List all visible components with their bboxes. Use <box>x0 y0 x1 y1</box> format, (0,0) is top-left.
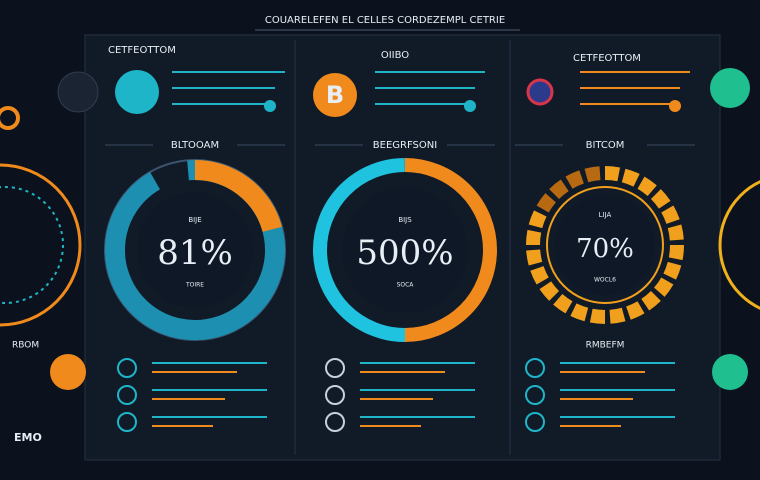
panel-icon <box>115 70 159 114</box>
panel-icon-glyph: B <box>326 81 344 109</box>
side-icon <box>0 106 20 130</box>
row-icon <box>525 412 545 432</box>
gauge-top: BIJS <box>398 216 412 224</box>
gauge-segment <box>653 277 674 297</box>
gauge-segment <box>637 176 657 197</box>
side-ring <box>0 186 64 304</box>
gauge-segment <box>668 244 684 261</box>
gauge-arc <box>313 158 406 342</box>
gauge-segment <box>667 224 684 241</box>
gauge-bottom: WOCL6 <box>594 277 616 284</box>
row-icon <box>325 412 345 432</box>
section-label: BEEGRFSONI <box>373 140 437 151</box>
gauge-segment <box>609 307 626 324</box>
row-icon <box>117 385 137 405</box>
side-icon <box>50 354 86 390</box>
rows-label: RMBEFM <box>586 341 625 351</box>
side-label: EMO <box>14 431 42 444</box>
gauge-core <box>137 192 253 308</box>
panel-heading: CETFEOTTOM <box>108 45 176 56</box>
panel-icon <box>526 78 554 106</box>
gauge-segment <box>526 249 543 266</box>
section-label: BLTOOAM <box>171 140 219 151</box>
row-icon <box>117 412 137 432</box>
gauge-segment <box>663 261 682 280</box>
gauge-value: 70% <box>576 234 634 264</box>
gauge-bottom: TOIRE <box>185 282 204 289</box>
gauge-segment <box>641 290 661 311</box>
gauge-segment <box>528 210 547 229</box>
gauge-segment <box>565 170 584 189</box>
gauge-segment <box>650 189 671 209</box>
gauge-segment <box>553 293 573 314</box>
side-ring <box>718 180 760 310</box>
row-icon <box>117 358 137 378</box>
gauge-top: LIJA <box>599 211 612 219</box>
slider-knob <box>464 100 476 112</box>
gauge-segment <box>549 179 569 200</box>
panel-heading: OIIBO <box>381 50 409 61</box>
gauge-arc <box>404 158 497 342</box>
row-icon <box>325 358 345 378</box>
gauge-segment <box>570 303 589 322</box>
side-icon <box>57 71 99 113</box>
gauge-bottom: SOCA <box>397 282 415 289</box>
panel-icon <box>313 73 357 117</box>
side-label: RBOM <box>12 341 39 351</box>
gauge-value: 500% <box>356 233 453 273</box>
slider-knob <box>669 100 681 112</box>
gauge-segment <box>589 308 606 324</box>
gauge-top: BIJE <box>188 216 201 224</box>
gauge-segment <box>621 168 640 187</box>
row-icon <box>525 358 545 378</box>
gauge-segment <box>661 205 680 224</box>
gauge-core <box>555 195 655 295</box>
gauge-segment <box>604 166 621 182</box>
row-icon <box>525 385 545 405</box>
gauge-segment <box>539 281 560 301</box>
panel-heading: CETFEOTTOM <box>573 53 641 64</box>
gauge-segment <box>626 301 645 320</box>
gauge-segment <box>536 193 557 213</box>
side-icon <box>710 68 750 108</box>
section-label: BITCOM <box>586 140 625 151</box>
title: COUARELEFEN EL CELLES CORDEZEMPL CETRIE <box>265 15 505 26</box>
gauge-value: 81% <box>157 233 233 273</box>
row-icon <box>325 385 345 405</box>
gauge-segment <box>584 166 601 183</box>
gauge-segment <box>526 229 542 246</box>
slider-knob <box>264 100 276 112</box>
gauge-segment <box>530 266 549 285</box>
gauge-ring <box>546 186 664 304</box>
gauge-arc <box>194 160 282 233</box>
side-icon <box>712 354 748 390</box>
gauge-core <box>342 187 468 313</box>
side-ring <box>0 163 82 327</box>
